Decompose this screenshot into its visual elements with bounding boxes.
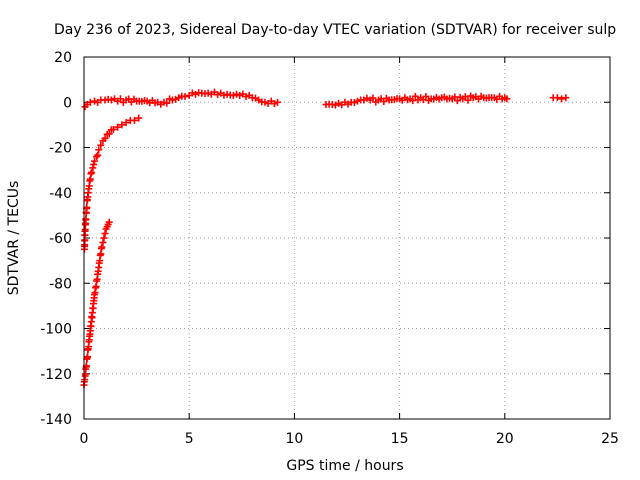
grid [84, 57, 610, 419]
data-point-steep-ramp [105, 218, 113, 226]
data-point-near-zero-track [233, 90, 241, 98]
data-point-near-zero-track [220, 91, 228, 99]
y-tick-label: -140 [40, 412, 72, 428]
data-point-near-zero-track [558, 95, 566, 103]
data-point-near-zero-track [354, 97, 362, 105]
y-tick-label: -20 [49, 141, 72, 157]
data-point-recovery-curve [97, 141, 105, 149]
y-tick-label: -80 [49, 276, 72, 292]
data-point-near-zero-track [562, 94, 570, 102]
data-point-near-zero-track [242, 93, 250, 101]
x-tick-label: 25 [601, 431, 619, 447]
data-point-recovery-curve [94, 151, 102, 159]
data-point-near-zero-track [116, 95, 124, 103]
data-point-recovery-curve [130, 116, 138, 124]
data-point-recovery-curve [122, 119, 130, 127]
data-point-near-zero-track [369, 94, 377, 102]
data-point-recovery-curve [93, 153, 101, 161]
data-point-near-zero-track [163, 99, 171, 107]
data-point-near-zero-track [270, 100, 278, 108]
y-tick-label: -40 [49, 186, 72, 202]
y-tick-label: -60 [49, 231, 72, 247]
data-point-near-zero-track [229, 91, 237, 99]
data-point-near-zero-track [181, 93, 189, 101]
x-tick-label: 15 [391, 431, 409, 447]
data-point-recovery-curve [91, 157, 99, 165]
data-point-steep-ramp [84, 353, 92, 361]
x-tick-label: 5 [185, 431, 194, 447]
y-tick-label: -120 [40, 367, 72, 383]
x-tick-labels: 0 5 10 15 20 25 [80, 431, 619, 447]
data-point-near-zero-track [236, 91, 244, 99]
data-point-near-zero-track [411, 92, 419, 100]
data-point-near-zero-track [86, 98, 94, 106]
data-point-near-zero-track [350, 99, 358, 107]
data-point-near-zero-track [274, 98, 282, 106]
data-point-near-zero-track [503, 95, 511, 103]
x-tick-label: 0 [80, 431, 89, 447]
data-point-near-zero-track [261, 98, 269, 106]
y-tick-label: -100 [40, 322, 72, 338]
data-point-recovery-curve [105, 130, 113, 138]
data-point-near-zero-track [188, 89, 196, 97]
data-point-recovery-curve [114, 123, 122, 131]
data-point-recovery-curve [88, 168, 96, 176]
y-tick-label: 0 [63, 95, 72, 111]
data-point-near-zero-track [422, 92, 430, 100]
data-point-near-zero-track [91, 97, 99, 105]
x-tick-label: 20 [496, 431, 514, 447]
data-point-recovery-curve [118, 121, 126, 129]
data-point-steep-ramp [99, 239, 107, 247]
data-point-recovery-curve [135, 114, 143, 122]
plot-frame [83, 56, 611, 420]
y-tick-labels: 20 0 -20 -40 -60 -80 -100 -120 -140 [40, 50, 72, 428]
data-point-near-zero-track [204, 89, 212, 97]
data-point-near-zero-track [335, 99, 343, 107]
data-point-near-zero-track [464, 96, 472, 104]
data-point-recovery-curve [89, 164, 97, 172]
data-point-near-zero-track [214, 91, 222, 99]
data-point-recovery-curve [90, 161, 98, 169]
data-point-recovery-curve [109, 125, 117, 133]
data-point-near-zero-track [175, 94, 183, 102]
x-axis-label: GPS time / hours [286, 458, 403, 474]
data-point-steep-ramp [100, 234, 108, 242]
data-point-steep-ramp [98, 243, 106, 251]
data-point-recovery-curve [101, 134, 109, 142]
data-point-recovery-curve [95, 146, 103, 154]
data-point-near-zero-track [553, 94, 561, 102]
chart-title: Day 236 of 2023, Sidereal Day-to-day VTE… [54, 22, 616, 38]
x-tick-label: 10 [285, 431, 303, 447]
y-tick-label: 20 [54, 50, 72, 66]
ticks [83, 56, 611, 420]
data-points [80, 88, 570, 389]
data-point-steep-ramp [101, 229, 109, 237]
y-axis-label: SDTVAR / TECUs [6, 181, 22, 296]
data-point-near-zero-track [107, 96, 115, 104]
